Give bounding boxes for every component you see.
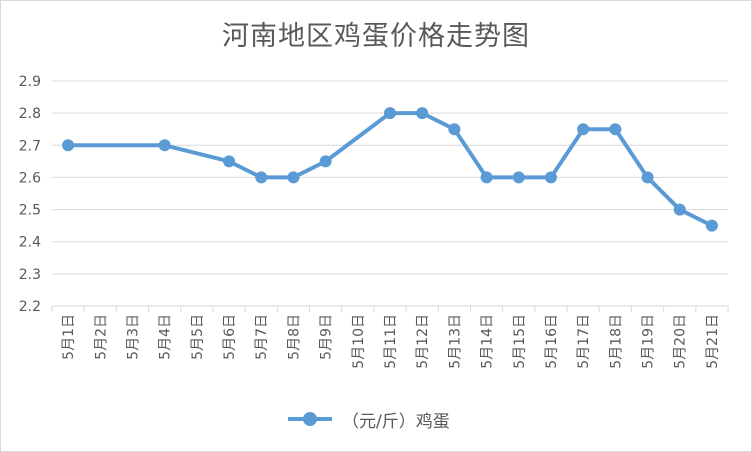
x-axis <box>51 305 729 312</box>
data-point <box>705 219 718 232</box>
x-tick-label: 5月1日 <box>61 314 77 360</box>
y-tick-label: 2.8 <box>19 106 41 122</box>
data-point <box>673 203 686 216</box>
x-tick-label: 5月6日 <box>222 314 238 360</box>
y-tick-label: 2.3 <box>19 267 41 283</box>
x-tick-label: 5月8日 <box>286 314 302 360</box>
data-point <box>480 171 493 184</box>
x-tick-label: 5月2日 <box>93 314 109 360</box>
legend-marker <box>288 412 332 426</box>
x-tick-label: 5月19日 <box>641 314 657 369</box>
data-point <box>577 123 590 136</box>
x-tick-label: 5月17日 <box>576 314 592 369</box>
x-tick-label: 5月12日 <box>415 314 431 369</box>
data-point <box>223 155 236 168</box>
data-point <box>609 123 622 136</box>
legend: （元/斤）鸡蛋 <box>288 406 450 432</box>
y-tick-label: 2.4 <box>19 235 41 251</box>
series-layer <box>62 107 718 232</box>
x-tick-label: 5月18日 <box>608 314 624 369</box>
chart-title: 河南地区鸡蛋价格走势图 <box>222 21 530 52</box>
data-point <box>448 123 461 136</box>
x-tick-label: 5月11日 <box>383 314 399 369</box>
x-tick-label: 5月3日 <box>125 314 141 360</box>
data-point <box>544 171 557 184</box>
x-axis-labels: 5月1日 5月2日 5月3日 5月4日 5月5日 5月6日 5月7日 5月8日 5月9日 5月10… <box>61 314 721 369</box>
x-tick-label: 5月10日 <box>351 314 367 369</box>
x-tick-label: 5月14日 <box>480 314 496 369</box>
legend-label: （元/斤）鸡蛋 <box>342 411 450 432</box>
data-point <box>416 107 429 120</box>
x-tick-label: 5月9日 <box>319 314 335 360</box>
x-tick-label: 5月16日 <box>544 314 560 369</box>
x-tick-label: 5月5日 <box>190 314 206 360</box>
y-tick-label: 2.6 <box>19 170 41 186</box>
data-point <box>641 171 654 184</box>
x-tick-label: 5月21日 <box>705 314 721 369</box>
y-tick-label: 2.9 <box>19 74 41 90</box>
x-tick-label: 5月13日 <box>447 314 463 369</box>
data-point <box>158 139 171 152</box>
y-tick-label: 2.7 <box>19 138 41 154</box>
y-tick-label: 2.2 <box>19 299 41 315</box>
data-point <box>512 171 525 184</box>
data-point <box>62 139 75 152</box>
x-tick-label: 5月20日 <box>673 314 689 369</box>
data-point <box>255 171 268 184</box>
y-axis-ticks: 2.2 2.3 2.4 2.5 2.6 2.7 2.8 2.9 <box>19 74 41 315</box>
y-tick-label: 2.5 <box>19 203 41 219</box>
x-tick-label: 5月4日 <box>158 314 174 360</box>
x-tick-label: 5月7日 <box>254 314 270 360</box>
data-point <box>287 171 300 184</box>
data-point <box>384 107 396 120</box>
x-tick-label: 5月15日 <box>512 314 528 369</box>
data-point <box>319 155 332 168</box>
